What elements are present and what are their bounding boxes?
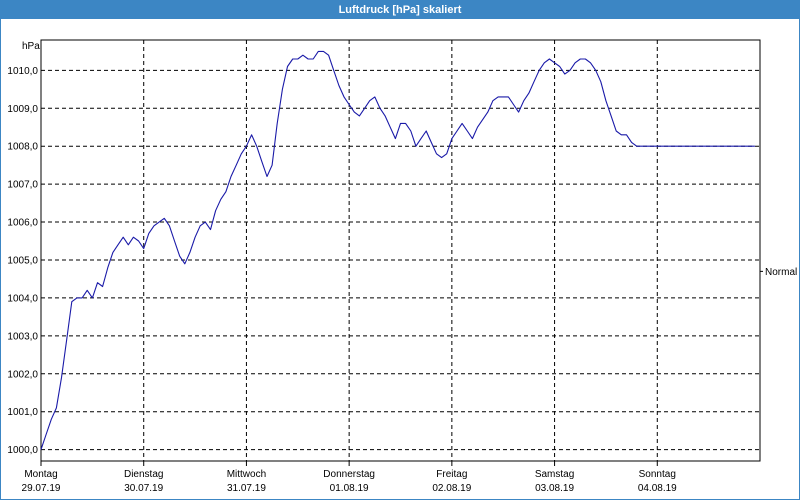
x-tick-date: 01.08.19 [330, 483, 369, 494]
axis-ticks: 1000,0 1001,0 1002,0 1003,0 1004,0 1005,0 1006… [7, 66, 677, 494]
x-tick-date: 02.08.19 [432, 483, 471, 494]
plot-frame [40, 39, 761, 462]
y-tick-label: 1003,0 [7, 331, 38, 342]
x-tick-date: 04.08.19 [638, 483, 677, 494]
y-tick-label: 1008,0 [7, 142, 38, 153]
reference-marker: Normal [760, 267, 797, 278]
y-tick-label: 1001,0 [7, 407, 38, 418]
y-tick-label: 1006,0 [7, 218, 38, 229]
x-tick-day-name: Freitag [436, 469, 467, 480]
pressure-chart: 1000,0 1001,0 1002,0 1003,0 1004,0 1005,0 1006… [7, 39, 797, 494]
chart-title: Luftdruck [hPa] skaliert [1, 1, 799, 19]
x-tick-day-name: Donnerstag [323, 469, 375, 480]
grid [41, 40, 760, 461]
y-tick-label: 1004,0 [7, 293, 38, 304]
x-tick-day-name: Sonntag [639, 469, 676, 480]
series-layer [40, 50, 755, 450]
x-tick-day-name: Dienstag [124, 469, 163, 480]
y-tick-label: 1009,0 [7, 104, 38, 115]
x-tick-day-name: Mittwoch [227, 469, 266, 480]
x-tick-date: 03.08.19 [535, 483, 574, 494]
x-tick-day-name: Montag [24, 469, 57, 480]
x-tick-date: 30.07.19 [124, 483, 163, 494]
x-tick-date: 29.07.19 [22, 483, 61, 494]
x-tick-day-name: Samstag [535, 469, 574, 480]
y-axis-unit: hPa [22, 41, 40, 52]
y-tick-label: 1002,0 [7, 369, 38, 380]
y-tick-label: 1007,0 [7, 180, 38, 191]
pressure-line [40, 50, 755, 450]
y-tick-label: 1005,0 [7, 255, 38, 266]
reference-label: Normal [765, 267, 797, 278]
y-tick-label: 1010,0 [7, 66, 38, 77]
y-tick-label: 1000,0 [7, 445, 38, 456]
x-tick-date: 31.07.19 [227, 483, 266, 494]
